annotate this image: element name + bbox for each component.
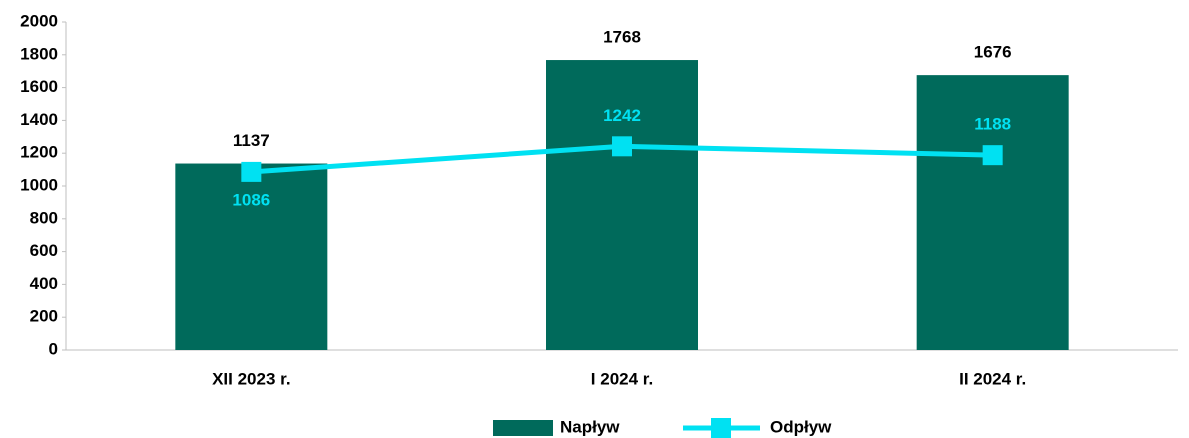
line-value-label: 1188	[974, 115, 1011, 134]
y-tick-label: 1200	[20, 143, 58, 162]
y-tick-label: 1800	[20, 44, 58, 63]
legend-marker	[711, 418, 731, 438]
y-tick-label: 1000	[20, 175, 58, 194]
y-tick-label: 800	[30, 208, 58, 227]
y-tick-label: 2000	[20, 11, 58, 30]
line-marker	[612, 136, 632, 157]
y-tick-label: 1400	[20, 110, 58, 129]
bar-value-label: 1137	[233, 131, 270, 150]
legend-label: Odpływ	[770, 417, 832, 436]
bar	[916, 75, 1069, 351]
x-tick-label: II 2024 r.	[959, 369, 1026, 388]
x-tick-label: I 2024 r.	[591, 369, 653, 388]
bar	[546, 60, 698, 350]
bar	[175, 163, 328, 350]
y-tick-label: 0	[49, 339, 58, 358]
x-tick-label: XII 2023 r.	[212, 369, 290, 388]
legend-swatch	[493, 420, 553, 436]
line-marker	[241, 161, 262, 182]
y-tick-label: 1600	[20, 77, 58, 96]
bar-value-label: 1676	[974, 43, 1012, 62]
line-marker	[982, 145, 1003, 166]
y-tick-label: 400	[30, 274, 58, 293]
line-value-label: 1242	[603, 106, 641, 125]
legend-label: Napływ	[560, 417, 620, 436]
bar-value-label: 1768	[603, 28, 641, 47]
line-value-label: 1086	[232, 190, 270, 209]
y-tick-label: 200	[30, 307, 58, 326]
y-tick-label: 600	[30, 241, 58, 260]
